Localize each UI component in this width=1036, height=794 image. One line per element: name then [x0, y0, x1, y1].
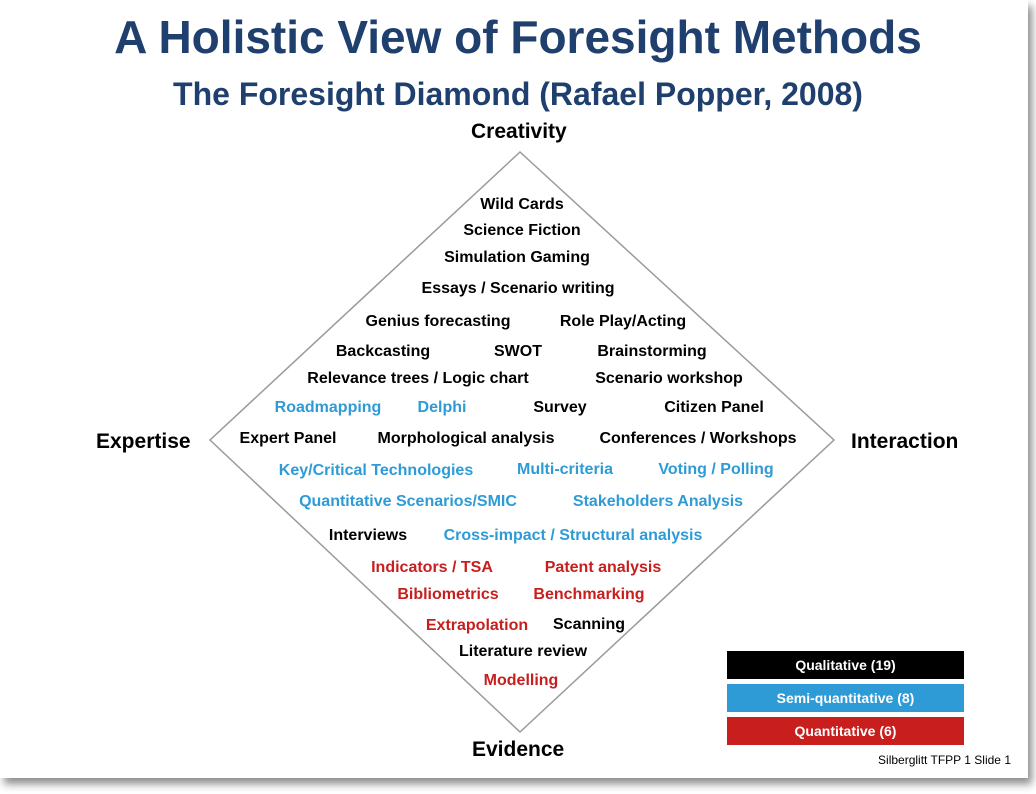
method-brainstorming: Brainstorming	[597, 343, 707, 360]
method-simulation-gaming: Simulation Gaming	[444, 249, 590, 266]
corner-label-evidence: Evidence	[472, 738, 565, 761]
slide-subtitle: The Foresight Diamond (Rafael Popper, 20…	[173, 76, 863, 112]
method-conferences-workshops: Conferences / Workshops	[599, 430, 797, 447]
method-stakeholders-analysis: Stakeholders Analysis	[572, 493, 744, 510]
method-expert-panel: Expert Panel	[239, 430, 337, 447]
method-backcasting: Backcasting	[335, 343, 431, 360]
slide-footer: Silberglitt TFPP 1 Slide 1	[878, 753, 1011, 767]
method-voting-polling: Voting / Polling	[658, 461, 774, 478]
method-indicators-tsa: Indicators / TSA	[371, 559, 493, 576]
method-citizen-panel: Citizen Panel	[664, 399, 764, 416]
method-cross-impact-structural-analysis: Cross-impact / Structural analysis	[443, 527, 703, 544]
corner-label-interaction: Interaction	[851, 430, 959, 453]
slide: A Holistic View of Foresight Methods The…	[96, 11, 1011, 767]
method-bibliometrics: Bibliometrics	[397, 586, 499, 603]
method-essays-scenario-writing: Essays / Scenario writing	[421, 280, 615, 297]
method-swot: SWOT	[494, 343, 542, 360]
method-quantitative-scenarios-smic: Quantitative Scenarios/SMIC	[299, 493, 517, 510]
method-survey: Survey	[533, 399, 587, 416]
method-scanning: Scanning	[552, 616, 626, 633]
corner-label-expertise: Expertise	[96, 430, 191, 453]
method-roadmapping: Roadmapping	[274, 399, 382, 416]
method-modelling: Modelling	[483, 672, 559, 689]
slide-title: A Holistic View of Foresight Methods	[114, 11, 922, 63]
method-role-play-acting: Role Play/Acting	[559, 313, 687, 330]
method-extrapolation: Extrapolation	[425, 617, 529, 634]
method-literature-review: Literature review	[458, 643, 588, 660]
method-key-critical-technologies: Key/Critical Technologies	[278, 462, 474, 479]
method-wild-cards: Wild Cards	[480, 196, 564, 213]
method-delphi: Delphi	[417, 399, 467, 416]
method-morphological-analysis: Morphological analysis	[377, 430, 555, 447]
method-genius-forecasting: Genius forecasting	[365, 313, 511, 330]
legend-semi-quantitative: Semi-quantitative (8)	[727, 684, 964, 712]
method-benchmarking: Benchmarking	[533, 586, 645, 603]
method-patent-analysis: Patent analysis	[544, 559, 662, 576]
corner-label-creativity: Creativity	[471, 120, 567, 143]
method-relevance-trees: Relevance trees / Logic chart	[307, 370, 529, 387]
method-scenario-workshop: Scenario workshop	[595, 370, 743, 387]
legend-quantitative: Quantitative (6)	[727, 717, 964, 745]
method-interviews: Interviews	[328, 527, 408, 544]
method-multi-criteria: Multi-criteria	[516, 461, 614, 478]
method-science-fiction: Science Fiction	[463, 222, 581, 239]
legend-qualitative: Qualitative (19)	[727, 651, 964, 679]
